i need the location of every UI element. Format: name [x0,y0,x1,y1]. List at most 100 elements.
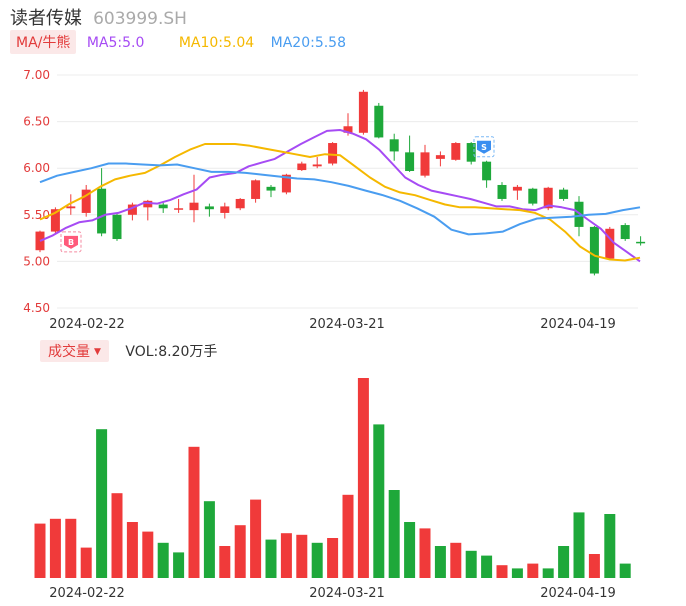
candle-body [451,143,461,160]
y-tick-label: 7.00 [23,68,50,82]
volume-chart[interactable]: 2024-02-22 2024-03-21 2024-04-19 [0,365,686,606]
volume-bar [481,555,493,578]
ma10-label: MA10:5.04 [178,35,255,51]
y-tick-label: 6.00 [23,161,50,175]
buy-marker-frame [60,231,82,253]
candle-body [50,209,60,232]
candle-body [358,91,368,133]
candle [636,236,646,246]
volume-bar [527,563,539,578]
volume-bar [404,522,416,578]
candle-body [374,105,384,138]
candle-body [497,184,507,199]
candle-body [482,161,492,181]
volume-bar [604,514,616,578]
candle-body [81,189,91,213]
candle [528,187,538,206]
candle [81,184,91,217]
ma20-label: MA20:5.58 [270,35,346,51]
candle-body [158,204,168,209]
candle-body [605,228,615,259]
x-tick-label: 2024-03-21 [309,317,385,332]
sell-marker-label: S [481,143,487,152]
volume-bar [250,499,262,578]
ma-legend: MA/牛熊 MA5:5.0 MA10:5.04 MA20:5.58 [10,30,346,54]
ma5-label: MA5:5.0 [86,35,145,51]
candle [158,201,168,213]
candle [220,202,230,219]
candle-body [405,152,415,171]
y-tick-label: 6.50 [23,115,50,129]
x-tick-label: 2024-03-21 [309,586,385,601]
candle [497,182,507,201]
candle [112,212,122,241]
candle [512,184,522,200]
volume-bar [573,512,585,578]
candle [374,102,384,139]
candle-body [189,202,199,211]
volume-bar [111,493,123,578]
candle [589,225,599,276]
candle-body [559,189,569,199]
buy-marker-icon[interactable]: B [60,231,82,253]
x-tick-label: 2024-02-22 [49,317,125,332]
volume-bar [465,550,477,578]
stock-code: 603999.SH [93,9,187,29]
volume-bar [511,568,523,578]
volume-bar [588,554,600,578]
candle-body [266,186,276,191]
sell-marker-frame [473,136,495,158]
candle-body [127,204,137,215]
ma-line-ma5 [39,129,641,263]
volume-bar [619,563,631,578]
volume-button-label: 成交量 [48,344,90,360]
candle [174,198,184,213]
candle [66,194,76,215]
candle [389,133,399,161]
volume-bar [142,531,154,578]
candle [451,142,461,161]
buy-marker-label: B [68,238,74,247]
candle [266,184,276,198]
x-tick-label: 2024-04-19 [540,317,616,332]
candle-body [328,143,338,164]
volume-bar [188,446,200,578]
candle [358,89,368,135]
volume-bar [126,522,138,578]
sell-marker-shield [477,140,491,154]
volume-bar [203,501,215,578]
candle [235,198,245,211]
ma-toggle-button[interactable]: MA/牛熊 [10,30,77,54]
candle-body [66,206,76,209]
candle [620,223,630,241]
candle [420,144,430,178]
candle [482,160,492,188]
candle-body [97,188,107,234]
candlestick-chart[interactable]: 7.00 6.50 6.00 5.50 5.00 4.50 B S 2024-02-22 2024… [0,60,686,335]
candle-body [620,225,630,240]
volume-bar [157,542,169,578]
volume-bar [558,546,570,578]
candle-body [512,186,522,191]
volume-bar [280,533,292,578]
candle [559,187,569,201]
volume-bar [234,525,246,578]
candle-body [466,143,476,162]
sell-marker-icon[interactable]: S [473,136,495,158]
candle-body [204,206,214,210]
candle-body [220,206,230,213]
candle-body [297,163,307,171]
candle-body [389,139,399,152]
candle-body [420,152,430,176]
stock-header: 读者传媒 603999.SH [10,4,187,29]
volume-bar [542,568,554,578]
y-tick-label: 4.50 [23,301,50,315]
volume-bar [373,424,385,578]
volume-bar [327,538,339,578]
candle [312,157,322,169]
volume-bar [419,528,431,578]
volume-bar [388,490,400,578]
chevron-down-icon: ▼ [94,347,101,357]
volume-toggle-button[interactable]: 成交量 ▼ [40,340,109,362]
candle-body [589,226,599,274]
